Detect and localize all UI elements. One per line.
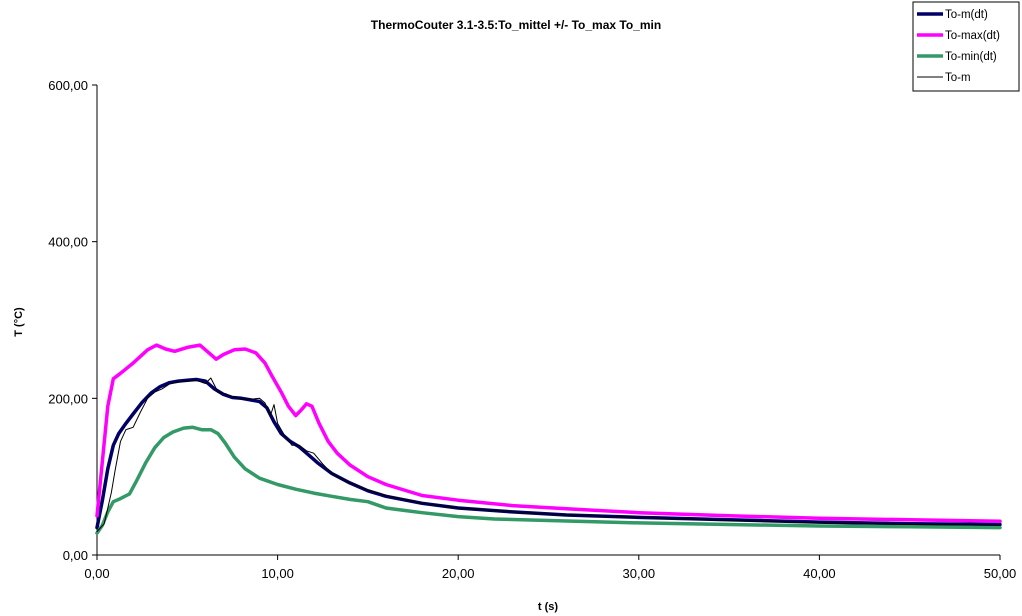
series-line-to-max-dt <box>95 343 1002 524</box>
series-line-to-min-dt <box>95 425 1002 535</box>
x-tick-label: 50,00 <box>984 566 1017 581</box>
x-tick-label: 10,00 <box>261 566 294 581</box>
x-tick-label: 40,00 <box>803 566 836 581</box>
x-tick-label: 20,00 <box>442 566 475 581</box>
x-tick-label: 0,00 <box>84 566 109 581</box>
legend: To-m(dt) To-max(dt) To-min(dt) To-m <box>912 1 1020 92</box>
y-tick-label: 400,00 <box>48 235 88 250</box>
legend-label: To-m(dt) <box>945 9 988 21</box>
legend-label: To-m <box>945 72 971 84</box>
x-tick-label: 30,00 <box>623 566 656 581</box>
plot-series <box>95 343 1002 535</box>
chart-axes <box>96 85 1000 556</box>
y-ticks: 0,00 200,00 400,00 600,00 <box>48 78 97 563</box>
legend-label: To-min(dt) <box>945 51 997 63</box>
x-axis-label: t (s) <box>538 601 559 613</box>
series-line-to-m <box>96 377 1001 532</box>
y-tick-label: 200,00 <box>48 391 88 406</box>
chart-title: ThermoCouter 3.1-3.5:To_mittel +/- To_ma… <box>371 18 661 32</box>
legend-box <box>912 1 1020 92</box>
legend-label: To-max(dt) <box>945 30 1000 42</box>
y-axis-label: T (°C) <box>13 307 25 337</box>
y-tick-label: 0,00 <box>63 548 88 563</box>
y-tick-label: 600,00 <box>48 78 88 93</box>
legend-items: To-m(dt) To-max(dt) To-min(dt) To-m <box>917 9 1000 84</box>
x-ticks: 0,00 10,00 20,00 30,00 40,00 50,00 <box>84 555 1016 581</box>
